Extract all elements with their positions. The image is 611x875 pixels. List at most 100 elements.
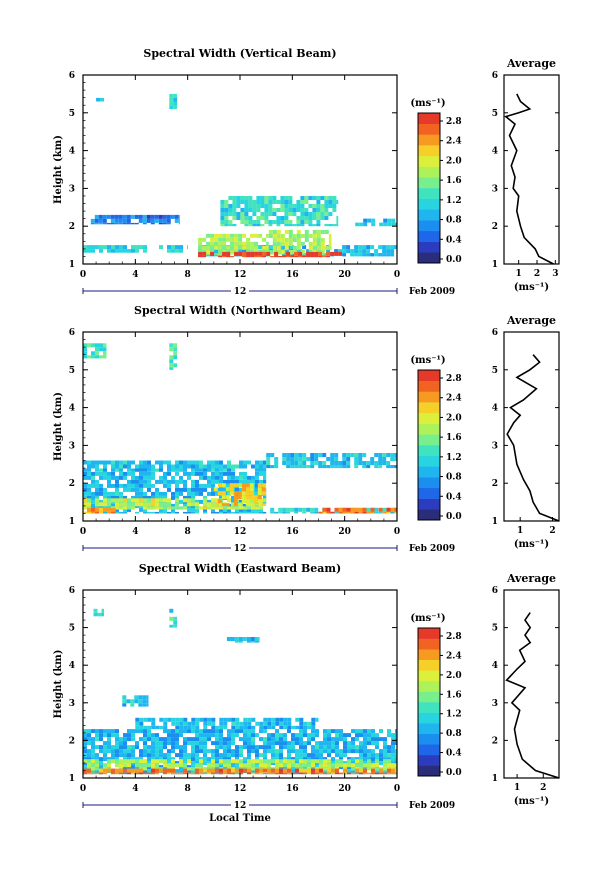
heatmap-cell (107, 763, 111, 768)
heatmap-cell (151, 768, 155, 773)
heatmap-cell (263, 495, 267, 500)
heatmap-cell (290, 461, 295, 465)
heatmap-cell (339, 763, 343, 768)
heatmap-cell (294, 255, 299, 258)
heatmap-cell (166, 214, 171, 219)
colorbar-segment (418, 209, 440, 221)
heatmap-cell (324, 246, 329, 250)
heatmap-cell (151, 772, 155, 775)
heatmap-cell (248, 196, 253, 200)
profile-y-tick-label: 4 (492, 661, 498, 671)
heatmap-cell (111, 491, 115, 496)
heatmap-cell (115, 491, 119, 496)
colorbar-tick-label: 0.0 (446, 512, 462, 522)
profile-x-tick-label: 1 (516, 269, 522, 279)
heatmap-cell (334, 453, 339, 457)
heatmap-cell (231, 511, 235, 514)
heatmap-cell (239, 725, 244, 730)
heatmap-cell (362, 245, 367, 250)
heatmap-cell (159, 491, 163, 496)
heatmap-cell (223, 487, 227, 492)
heatmap-cell (243, 745, 247, 750)
heatmap-cell (303, 741, 307, 746)
heatmap-cell (287, 753, 291, 758)
heatmap-cell (159, 765, 163, 770)
heatmap-cell (250, 241, 255, 246)
heatmap-cell (199, 749, 203, 754)
heatmap-cell (95, 483, 99, 488)
heatmap-cell (323, 772, 327, 775)
heatmap-cell (173, 624, 178, 628)
date-marker: 12 (234, 287, 247, 297)
heatmap-cell (99, 768, 103, 773)
heatmap-cell (224, 224, 229, 227)
heatmap-cell (231, 768, 235, 773)
heatmap-cell (119, 759, 123, 764)
heatmap-cell (95, 355, 99, 359)
heatmap-cell (296, 220, 301, 224)
heatmap-cell (288, 234, 293, 238)
heatmap-cell (139, 495, 143, 500)
heatmap-cell (147, 498, 151, 503)
heatmap-cell (255, 511, 259, 514)
heatmap-cell (87, 772, 91, 775)
heatmap-cell (210, 237, 215, 242)
heatmap-cell (203, 737, 207, 742)
heatmap-cell (173, 616, 178, 621)
heatmap-cell (199, 763, 203, 768)
heatmap-cell (95, 767, 99, 771)
heatmap-cell (143, 733, 147, 738)
heatmap-cell (238, 233, 243, 238)
heatmap-cell (335, 763, 339, 768)
colorbar-segment (418, 466, 440, 478)
heatmap-cell (282, 507, 287, 512)
heatmap-cell (286, 249, 291, 254)
heatmap-cell (151, 733, 155, 738)
heatmap-cell (252, 208, 257, 212)
heatmap-cell (375, 759, 379, 764)
heatmap-cell (175, 495, 179, 500)
heatmap-cell (210, 245, 215, 250)
heatmap-cell (243, 763, 247, 768)
heatmap-cell (175, 468, 179, 472)
heatmap-cell (169, 355, 174, 360)
colorbar-segment (418, 123, 440, 135)
heatmap-cell (383, 767, 387, 771)
heatmap-cell (222, 251, 227, 256)
heatmap-cell (94, 214, 99, 219)
heatmap-cell (187, 729, 191, 734)
heatmap-cell (371, 218, 376, 223)
heatmap-cell (267, 763, 271, 768)
heatmap-cell (183, 498, 187, 503)
colorbar: (ms⁻¹)2.82.42.01.61.20.80.40.0 (410, 613, 461, 778)
heatmap-cell (390, 457, 395, 461)
heatmap-cell (126, 218, 131, 223)
heatmap-cell (227, 483, 231, 488)
heatmap-cell (263, 498, 267, 503)
heatmap-cell (259, 721, 264, 726)
heatmap-cell (283, 725, 288, 730)
heatmap-cell (379, 222, 384, 227)
heatmap-cell (244, 204, 249, 208)
heatmap-cell (100, 97, 104, 102)
heatmap-cell (296, 200, 301, 204)
heatmap-cell (162, 214, 167, 219)
heatmap-cell (244, 208, 249, 212)
heatmap-cell (227, 729, 231, 734)
heatmap-cell (315, 745, 319, 750)
heatmap-cell (251, 749, 255, 754)
heatmap-cell (146, 703, 149, 707)
heatmap-cell (83, 249, 87, 253)
heatmap-cell (199, 464, 203, 469)
heatmap-cell (367, 753, 371, 758)
heatmap-cell (303, 763, 307, 768)
heatmap-cell (183, 761, 187, 766)
heatmap-cell (187, 769, 191, 774)
heatmap-cell (231, 749, 235, 754)
heatmap-cell (330, 465, 335, 469)
heatmap-cell (306, 457, 311, 461)
heatmap-cell (247, 768, 251, 773)
heatmap-cell (191, 737, 195, 742)
heatmap-cell (169, 343, 174, 348)
